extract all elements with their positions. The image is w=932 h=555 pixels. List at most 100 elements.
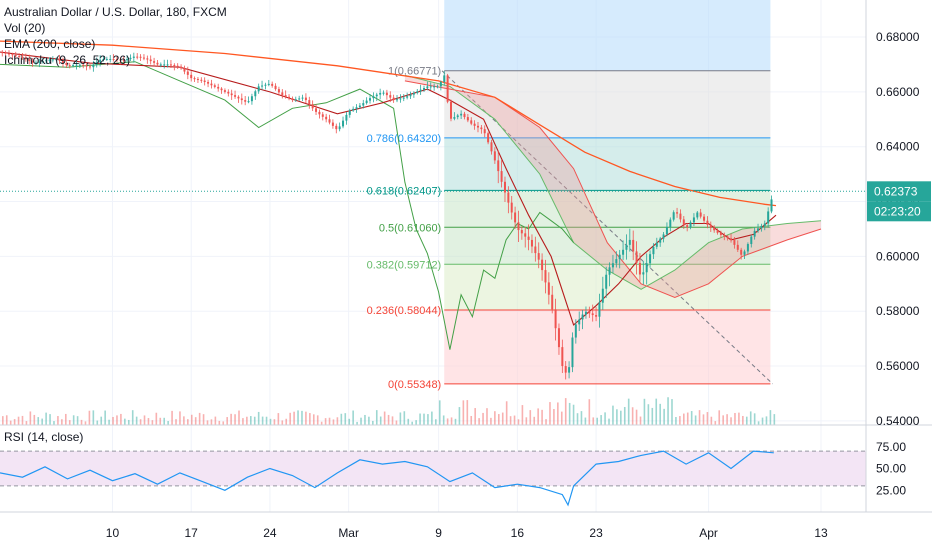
candle-body	[132, 56, 135, 58]
candle-body	[82, 64, 85, 66]
candle-body	[692, 217, 695, 223]
candle-body	[315, 108, 318, 112]
candle-body	[139, 56, 142, 58]
volume-bar	[407, 418, 410, 425]
candle-body	[169, 64, 172, 66]
volume-bar	[612, 405, 614, 425]
candle-body	[699, 212, 702, 217]
candle-body	[11, 54, 14, 56]
volume-bar	[340, 413, 343, 425]
candle-body	[294, 99, 297, 101]
volume-bar	[458, 407, 461, 425]
volume-bar	[135, 416, 138, 425]
fib-zone	[444, 264, 771, 311]
fib-zone	[444, 310, 771, 384]
candle-body	[541, 259, 544, 271]
candle-body	[277, 89, 280, 93]
candle-body	[706, 220, 709, 225]
candle-body	[709, 224, 712, 228]
candle-body	[669, 219, 672, 228]
volume-bar	[423, 413, 425, 425]
volume-bar	[238, 410, 240, 425]
candle-body	[530, 239, 533, 247]
volume-bar	[450, 417, 453, 425]
time-tick-label: 9	[435, 526, 442, 540]
volume-bar	[281, 420, 284, 425]
candle-body	[88, 66, 91, 68]
legend: Australian Dollar / U.S. Dollar, 180, FX…	[4, 4, 227, 68]
candle-body	[696, 212, 699, 218]
candle-body	[45, 60, 48, 62]
volume-bar	[415, 420, 417, 425]
candle-body	[409, 94, 412, 97]
candle-body	[686, 225, 689, 228]
volume-bar	[403, 411, 406, 425]
candle-body	[203, 80, 206, 82]
volume-bar	[175, 419, 177, 425]
volume-bar	[643, 398, 646, 425]
candle-body	[746, 244, 749, 252]
volume-bar	[639, 416, 642, 425]
volume-bar	[155, 412, 158, 425]
volume-bar	[659, 403, 661, 425]
volume-bar	[364, 414, 366, 425]
candle-body	[443, 75, 446, 82]
legend-volume[interactable]: Vol (20)	[4, 21, 46, 35]
candle-body	[180, 66, 183, 69]
candle-body	[95, 62, 98, 65]
fib-trend-line[interactable]	[441, 70, 773, 385]
candle-body	[770, 199, 773, 212]
volume-bar	[324, 418, 327, 425]
legend-ichimoku[interactable]: Ichimoku (9, 26, 52, 26)	[4, 53, 131, 67]
volume-bar	[104, 410, 106, 425]
volume-bar	[312, 414, 315, 425]
candle-body	[564, 366, 567, 373]
volume-bar	[194, 417, 197, 425]
candle-body	[625, 244, 628, 250]
candle-body	[399, 98, 402, 100]
countdown-text: 02:23:20	[874, 204, 921, 218]
volume-bar	[647, 404, 650, 425]
rsi-label[interactable]: RSI (14, close)	[4, 430, 83, 444]
volume-bar	[431, 411, 433, 425]
time-tick-label: 16	[511, 526, 525, 540]
volume-bar	[718, 410, 721, 425]
candle-body	[439, 81, 442, 87]
candle-body	[537, 253, 540, 260]
candle-body	[595, 315, 598, 317]
candle-body	[723, 234, 726, 237]
candle-body	[679, 213, 682, 220]
legend-ema[interactable]: EMA (200, close)	[4, 37, 96, 51]
candle-body	[375, 94, 378, 97]
volume-bar	[686, 412, 689, 425]
volume-bar	[9, 420, 12, 425]
candle-body	[757, 228, 760, 231]
fibonacci-retracement[interactable]: 1(0.66771) 0.786(0.64320) 0.618(0.62407) 0.…	[367, 0, 773, 391]
ichimoku-cloud	[404, 74, 822, 299]
candle-body	[308, 100, 311, 105]
candle-body	[470, 120, 473, 124]
candle-body	[230, 93, 233, 96]
candle-body	[284, 95, 287, 97]
volume-bar	[537, 408, 539, 425]
candle-body	[726, 236, 729, 239]
candle-body	[72, 65, 75, 67]
candle-body	[578, 319, 581, 325]
volume-bar	[57, 416, 59, 425]
candle-body	[733, 239, 736, 245]
candle-body	[122, 59, 125, 61]
candle-body	[190, 74, 193, 79]
time-tick-label: 10	[106, 526, 120, 540]
volume-bar	[250, 416, 252, 425]
time-tick-label: 13	[814, 526, 828, 540]
volume-bar	[76, 416, 79, 425]
candle-body	[274, 85, 277, 90]
candle-body	[453, 117, 456, 119]
volume-bar	[616, 409, 618, 425]
candle-body	[449, 101, 452, 119]
volume-bar	[549, 402, 551, 425]
volume-bar	[592, 417, 595, 425]
legend-symbol[interactable]: Australian Dollar / U.S. Dollar, 180, FX…	[4, 5, 227, 19]
volume-bar	[745, 416, 748, 425]
